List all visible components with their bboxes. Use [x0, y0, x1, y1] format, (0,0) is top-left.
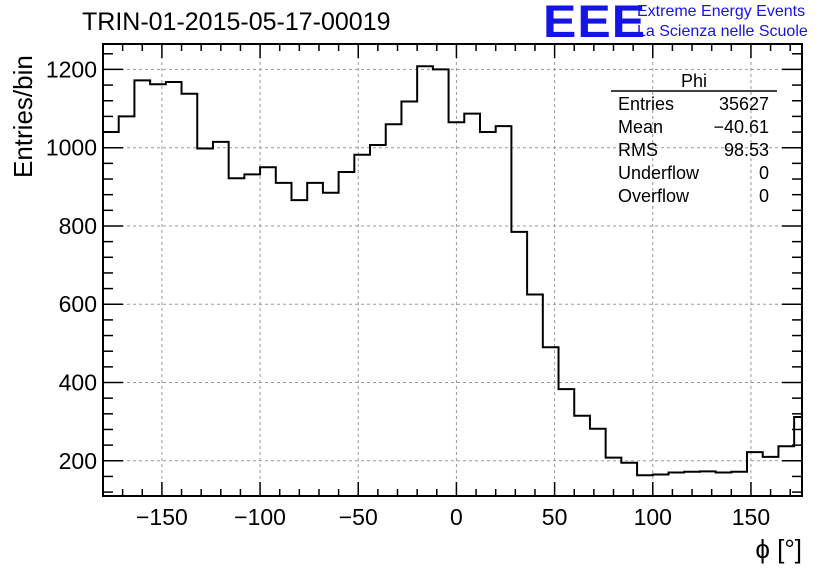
histogram-bin: [417, 66, 433, 496]
histogram-bin: [166, 82, 182, 496]
x-tick-labels: −150 −100 −50 0 50 100 150: [136, 504, 770, 530]
histogram-bin: [119, 116, 135, 496]
y-axis-label: Entries/bin: [8, 55, 38, 178]
histogram-bin: [134, 80, 150, 496]
histogram-bin: [511, 232, 527, 496]
x-tick-label: −150: [136, 504, 188, 530]
stats-value: 0: [759, 186, 769, 206]
histogram-bin: [323, 193, 339, 496]
stats-box: Phi Entries 35627 Mean −40.61 RMS 98.53 Underfl…: [611, 71, 777, 206]
histogram-bin: [778, 446, 794, 496]
plot-border: [102, 43, 803, 497]
stats-label: Entries: [618, 94, 674, 114]
histogram-line: [103, 65, 803, 477]
histogram-bin: [464, 114, 480, 496]
histogram-bin: [307, 183, 323, 496]
plot-frame: [102, 43, 803, 497]
histogram-bin: [559, 389, 575, 496]
histogram-bin: [700, 471, 716, 496]
logo-tagline-2: La Scienza nelle Scuole: [637, 23, 808, 40]
axis-ticks: [102, 44, 802, 496]
histogram-bin: [527, 294, 543, 496]
histogram-bin: [197, 148, 213, 496]
stats-label: Mean: [618, 117, 663, 137]
histogram-bin: [747, 452, 763, 496]
histogram-bin: [260, 167, 276, 496]
histogram-bin: [637, 475, 653, 496]
histogram-bin: [543, 347, 559, 496]
histogram-bin: [182, 94, 198, 496]
y-tick-label: 1000: [46, 135, 97, 161]
histogram-bin: [433, 69, 449, 496]
stats-title: Phi: [681, 71, 707, 91]
histogram-bin: [370, 145, 386, 496]
stats-label: RMS: [618, 140, 658, 160]
y-tick-label: 1200: [46, 56, 97, 82]
histogram-bin: [354, 155, 370, 496]
histogram-bin: [401, 102, 417, 496]
histogram-bin: [244, 174, 260, 496]
histogram-bin: [480, 132, 496, 496]
stats-label: Overflow: [618, 186, 690, 206]
histogram-bin: [229, 178, 245, 496]
histogram-bin: [291, 200, 307, 496]
histogram-bin: [590, 429, 606, 496]
histogram-bin: [574, 416, 590, 496]
histogram-bin: [668, 473, 684, 496]
stats-value: 0: [759, 163, 769, 183]
histogram-bin: [386, 124, 402, 496]
y-tick-label: 800: [59, 213, 97, 239]
y-tick-labels: 200 400 600 800 1000 1200: [46, 56, 97, 473]
stats-value: −40.61: [713, 117, 769, 137]
histogram-bin: [276, 183, 292, 496]
grid-lines: [103, 44, 802, 496]
stats-value: 98.53: [724, 140, 769, 160]
histogram-bin: [653, 474, 669, 496]
x-tick-label: −100: [234, 504, 286, 530]
histogram-bin: [496, 126, 512, 496]
histogram-bin: [621, 463, 637, 496]
x-tick-label: 0: [450, 504, 463, 530]
logo-tagline-1: Extreme Energy Events: [637, 3, 806, 20]
eee-logo: EEE: [543, 0, 647, 47]
histogram-bin: [449, 122, 465, 496]
histogram-bin: [339, 172, 355, 496]
y-tick-label: 400: [59, 370, 97, 396]
y-tick-label: 600: [59, 291, 97, 317]
x-tick-label: −50: [339, 504, 378, 530]
histogram-bin: [150, 84, 166, 496]
stats-value: 35627: [719, 94, 769, 114]
histogram-bin: [213, 142, 229, 496]
y-tick-label: 200: [59, 448, 97, 474]
x-tick-label: 100: [634, 504, 672, 530]
chart-title: TRIN-01-2015-05-17-00019: [82, 8, 391, 36]
x-axis-label: ϕ [°]: [755, 534, 802, 564]
stats-label: Underflow: [618, 163, 700, 183]
histogram-bin: [716, 473, 732, 496]
histogram-series: [103, 65, 803, 496]
x-tick-label: 50: [542, 504, 568, 530]
x-tick-label: 150: [732, 504, 770, 530]
histogram-bin: [731, 472, 747, 496]
histogram-bin: [103, 132, 119, 496]
